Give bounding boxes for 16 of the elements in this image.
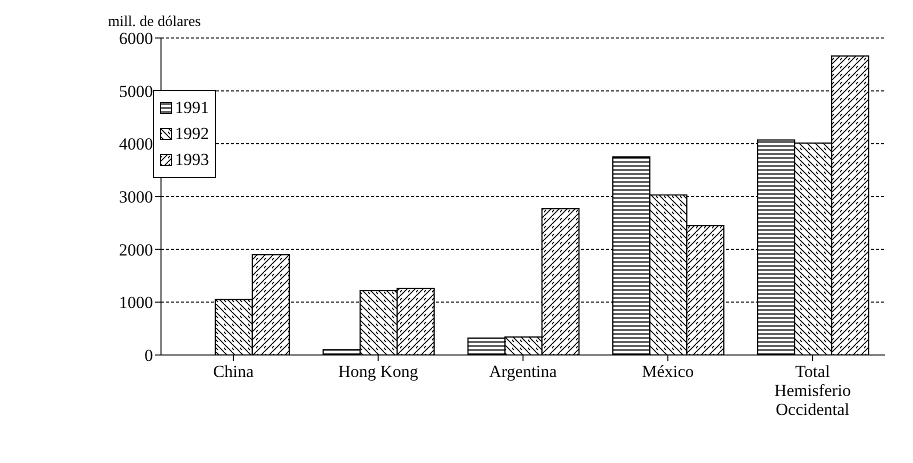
x-tick-label: China [213, 362, 254, 381]
x-tick-label: Hong Kong [338, 362, 419, 381]
y-tick-label: 0 [144, 346, 153, 366]
legend-label: 1991 [174, 97, 209, 119]
legend-label: 1993 [174, 149, 209, 171]
y-tick-label: 6000 [119, 29, 153, 48]
y-tick-label: 1000 [119, 293, 153, 312]
x-tick-label: México [642, 362, 694, 381]
legend-label: 1992 [174, 123, 209, 145]
y-tick-label: 4000 [119, 134, 153, 154]
x-tick-label: Total Hemisferio Occidental [774, 362, 851, 419]
y-tick-label: 2000 [119, 240, 153, 260]
y-tick-label: 3000 [119, 188, 153, 207]
y-tick-label: 5000 [119, 82, 153, 101]
y-axis-title: mill. de dólares [108, 14, 201, 31]
x-tick-label: Argentina [489, 362, 558, 381]
